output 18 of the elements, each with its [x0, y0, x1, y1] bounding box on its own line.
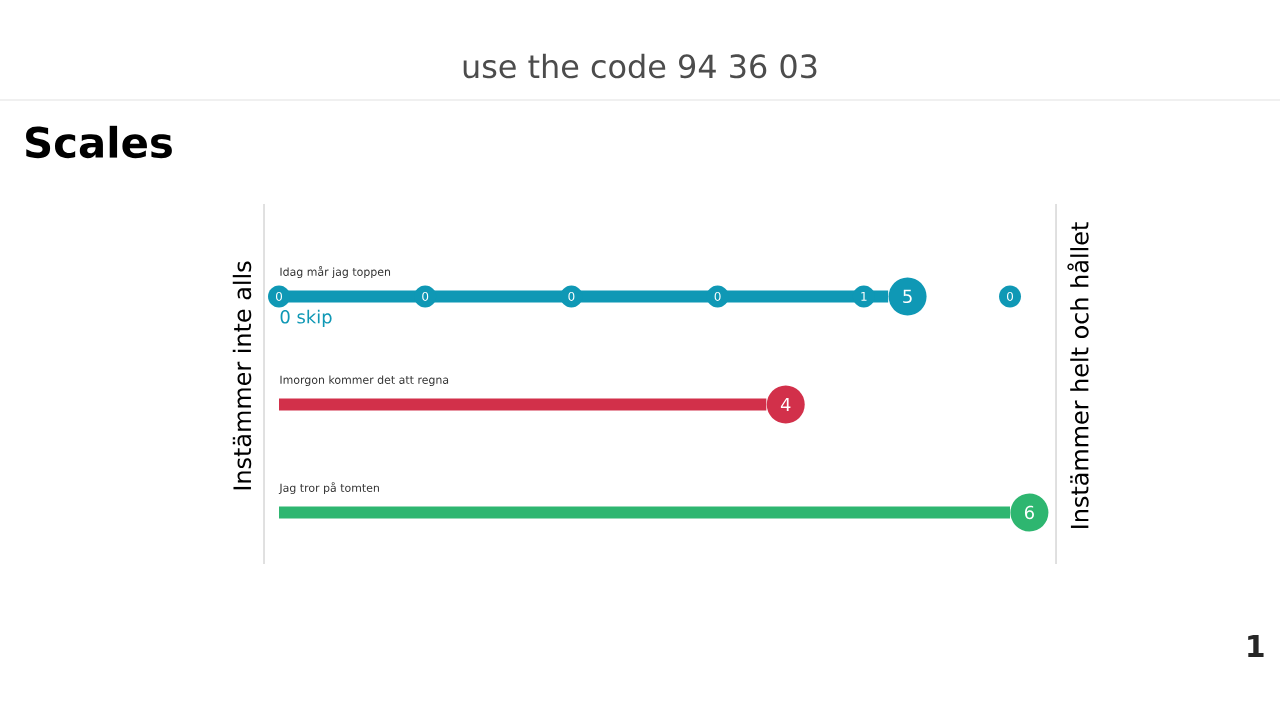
annotation: 0 — [422, 291, 429, 301]
annotation: 0 skip — [280, 309, 332, 328]
data-label: 5 — [903, 289, 912, 304]
y-tick-label: Imorgon kommer det att regna — [280, 375, 449, 387]
y2-axis-title: Instämmer helt och hållet — [1067, 222, 1089, 528]
annotation: 0 — [714, 291, 721, 301]
chart-title: Scales — [26, 125, 172, 159]
y-tick-label: Jag tror på tomten — [278, 482, 379, 495]
annotation: 0 — [275, 291, 283, 301]
data-label: 6 — [1024, 505, 1034, 520]
y-tick-label: Idag mår jag toppen — [280, 266, 391, 279]
annotation: 0 — [1006, 291, 1014, 301]
y-axis-title: Instämmer inte alls — [232, 261, 252, 490]
text: use the code 94 36 03 — [463, 53, 817, 79]
annotation: 0 — [568, 291, 575, 301]
annotation: 1 — [861, 292, 867, 301]
text: 1 — [1248, 635, 1264, 657]
data-label: 4 — [780, 397, 791, 411]
